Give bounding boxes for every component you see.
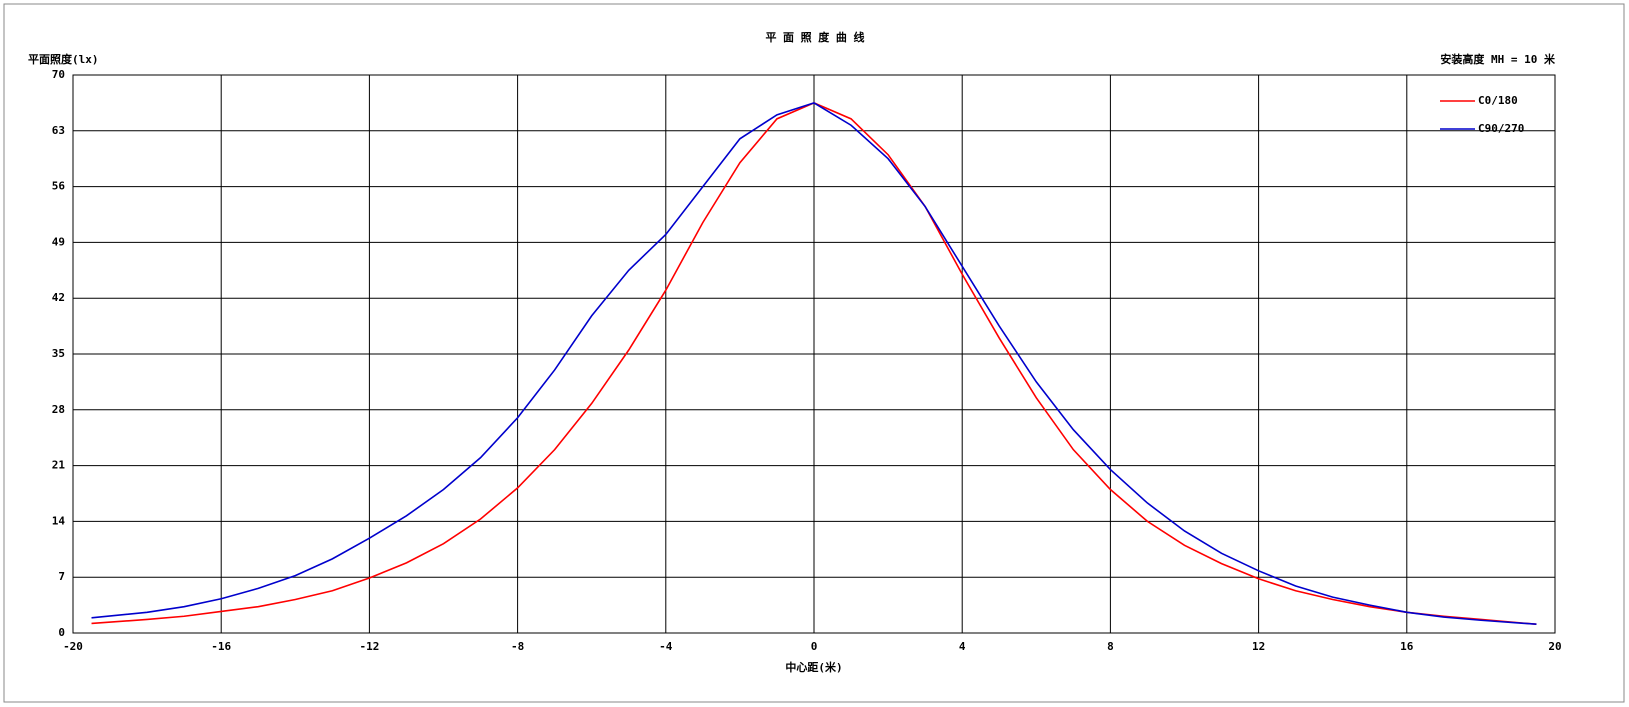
y-tick-label: 56	[52, 180, 66, 193]
y-tick-label: 21	[52, 459, 66, 472]
x-tick-label: -12	[359, 640, 379, 653]
x-axis-label: 中心距(米)	[785, 660, 842, 674]
y-axis-label: 平面照度(lx)	[28, 52, 99, 66]
legend-label: C90/270	[1478, 122, 1524, 135]
series-line	[91, 102, 1537, 626]
x-tick-label: 16	[1400, 640, 1414, 653]
y-tick-label: 70	[52, 68, 65, 81]
y-tick-label: 35	[52, 347, 65, 360]
x-tick-label: 20	[1548, 640, 1561, 653]
x-tick-label: 0	[811, 640, 818, 653]
y-tick-label: 49	[52, 235, 65, 248]
y-tick-label: 0	[58, 626, 65, 639]
x-tick-label: -16	[211, 640, 231, 653]
frame	[3, 3, 1625, 703]
x-tick-label: -8	[511, 640, 524, 653]
x-tick-label: 12	[1252, 640, 1265, 653]
chart-title: 平 面 照 度 曲 线	[765, 30, 864, 44]
x-tick-label: 4	[959, 640, 966, 653]
x-tick-label: -4	[659, 640, 673, 653]
y-tick-label: 28	[52, 403, 65, 416]
y-tick-label: 7	[58, 570, 65, 583]
y-tick-label: 14	[52, 514, 66, 527]
legend-label: C0/180	[1478, 94, 1518, 107]
y-tick-label: 63	[52, 124, 65, 137]
annotation: 安装高度 MH = 10 米	[1440, 52, 1556, 66]
x-tick-label: 8	[1107, 640, 1114, 653]
x-tick-label: -20	[63, 640, 83, 653]
y-tick-label: 42	[52, 291, 65, 304]
